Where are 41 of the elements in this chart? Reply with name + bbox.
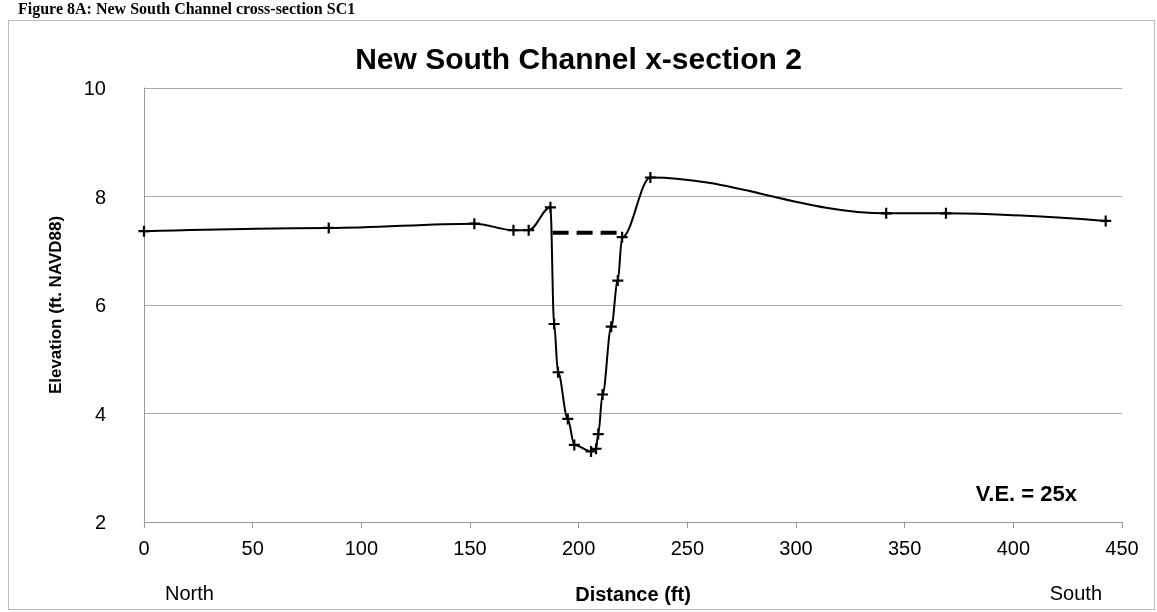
text: South xyxy=(1049,582,1102,604)
x-tick-label: 150 xyxy=(453,537,487,559)
point xyxy=(612,275,624,287)
x-axis-title: Distance (ft) xyxy=(575,583,691,605)
x-tick-label: 50 xyxy=(241,537,264,559)
point xyxy=(568,439,580,451)
point xyxy=(323,222,335,234)
x-tick-label: 300 xyxy=(779,537,813,559)
x-tick-label: 250 xyxy=(670,537,705,559)
point xyxy=(880,207,892,219)
point xyxy=(644,172,656,184)
x-tick-label: 450 xyxy=(1105,537,1139,559)
point xyxy=(562,413,574,425)
point xyxy=(548,318,560,330)
annotation: V.E. = 25x xyxy=(975,480,1078,506)
y-tick-label: 4 xyxy=(94,402,106,425)
point xyxy=(138,225,150,237)
x-tick-label: 0 xyxy=(138,537,150,559)
point xyxy=(597,389,609,401)
y-tick-label: 8 xyxy=(94,185,106,208)
point xyxy=(940,207,952,219)
x-tick-label: 200 xyxy=(561,537,596,559)
point xyxy=(507,224,519,236)
y-axis-title: Elevation (ft. NAVD88) xyxy=(46,215,65,395)
x-tick-label: 400 xyxy=(996,537,1031,559)
point xyxy=(552,366,564,378)
point xyxy=(605,321,617,333)
y-tick-label: 10 xyxy=(83,77,106,99)
point xyxy=(544,201,556,213)
y-tick-label: 6 xyxy=(94,294,106,316)
caption: Figure 8A: New South Channel cross-section SC1 xyxy=(18,0,356,18)
text: North xyxy=(165,582,214,604)
x-tick-label: 350 xyxy=(887,537,922,559)
point xyxy=(523,224,535,236)
x-tick-label: 100 xyxy=(344,537,379,559)
point xyxy=(616,231,628,243)
chart-title: New South Channel x-section 2 xyxy=(355,41,802,75)
point xyxy=(468,218,480,230)
y-tick-label: 2 xyxy=(94,511,106,533)
point xyxy=(592,428,604,440)
point xyxy=(1100,215,1112,227)
